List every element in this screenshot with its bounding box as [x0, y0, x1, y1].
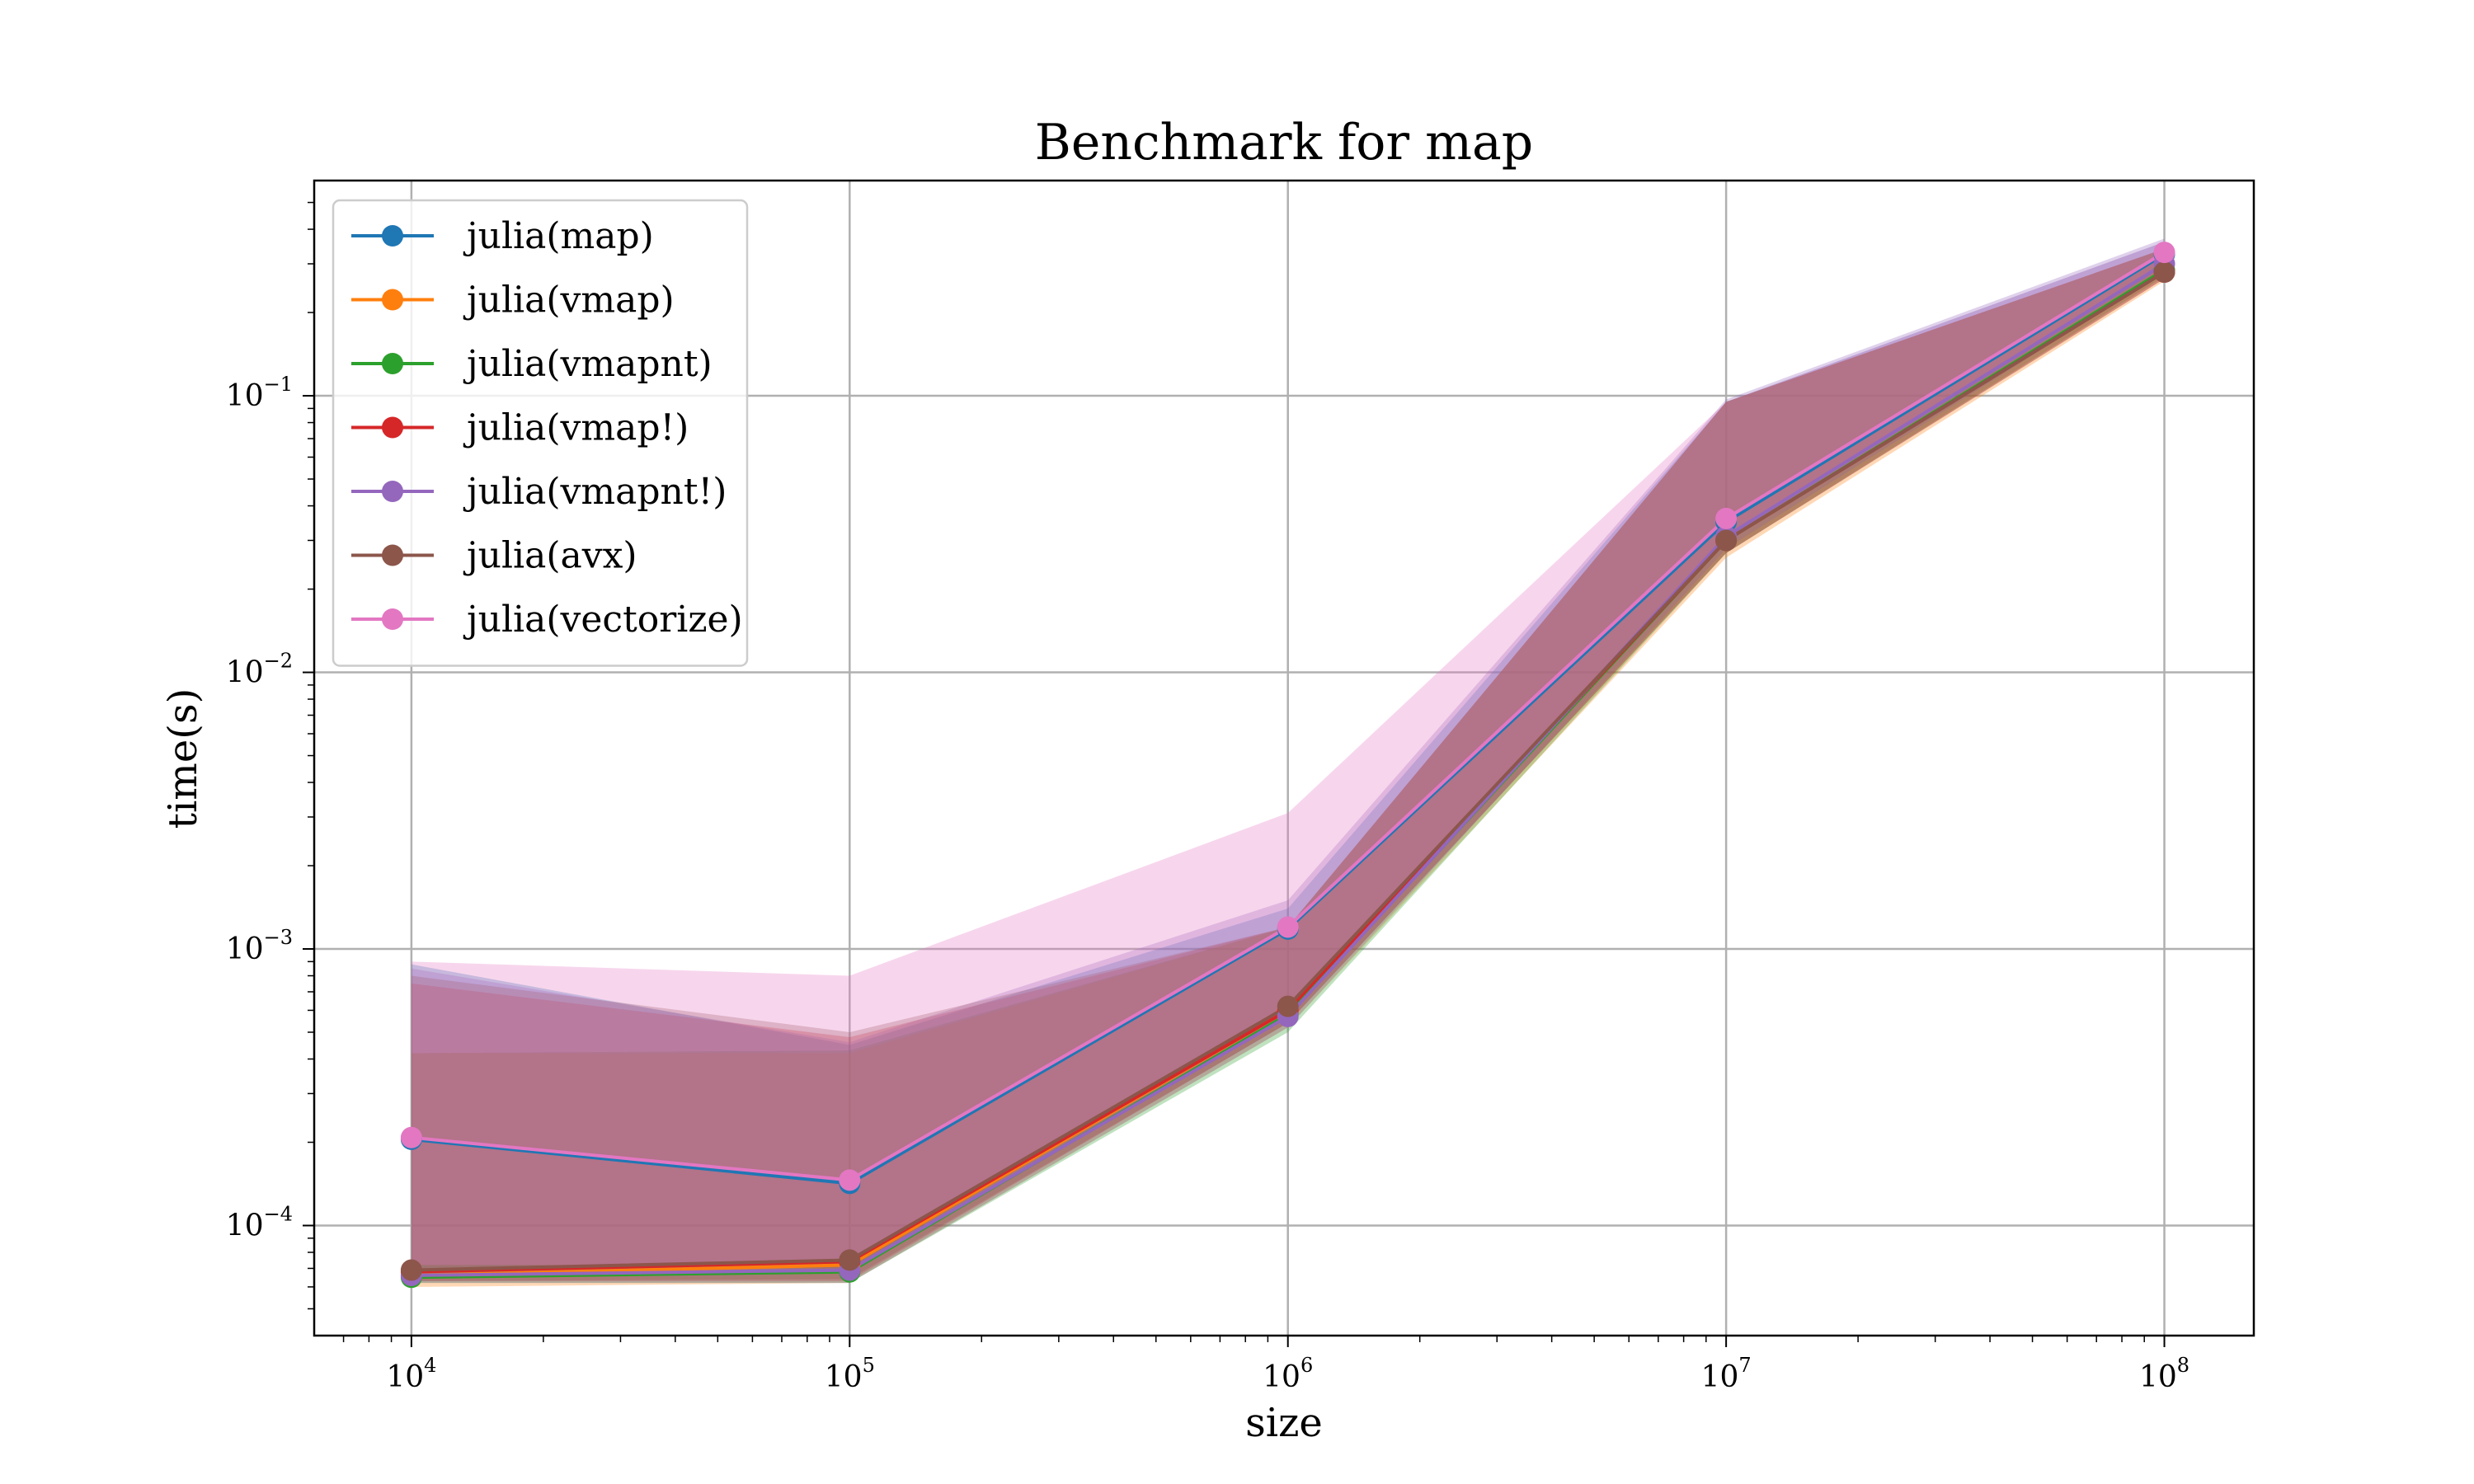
data-point — [1715, 507, 1738, 529]
y-tick-label: 10−4 — [226, 1202, 293, 1242]
legend-marker — [382, 608, 403, 630]
confidence-band — [411, 248, 2165, 1284]
legend-label: julia(vmapnt!) — [463, 471, 727, 513]
y-tick-label: 10−3 — [226, 926, 293, 966]
y-axis-label: time(s) — [160, 688, 206, 829]
series-markers — [400, 242, 2175, 1289]
x-tick-label: 108 — [2139, 1354, 2189, 1394]
data-point — [839, 1169, 861, 1191]
legend-marker — [382, 225, 403, 247]
plot-frame — [313, 179, 2255, 1337]
x-axis-label: size — [1245, 1400, 1323, 1446]
legend-marker — [382, 416, 403, 439]
confidence-band — [411, 248, 2165, 1281]
confidence-band — [411, 248, 2165, 1281]
x-tick-label: 106 — [1263, 1354, 1313, 1394]
data-point — [1715, 529, 1738, 552]
x-tick-label: 105 — [825, 1354, 875, 1394]
legend-marker — [382, 353, 403, 374]
data-point — [1277, 995, 1299, 1017]
x-tick-label: 107 — [1701, 1354, 1752, 1394]
data-point — [400, 1259, 422, 1281]
legend-label: julia(avx) — [463, 535, 637, 577]
legend-label: julia(vmapnt) — [463, 343, 713, 385]
x-axis-ticks: 104 105 106 107 108 — [342, 1336, 2189, 1394]
legend: julia(map) julia(vmap) julia(vmapnt) julia(… — [332, 199, 749, 667]
data-point — [1277, 916, 1299, 938]
data-point — [839, 1249, 861, 1271]
legend-label: julia(vectorize) — [463, 599, 743, 641]
legend-marker — [382, 481, 403, 502]
y-tick-label: 10−2 — [226, 650, 293, 690]
confidence-band — [411, 242, 2165, 1269]
y-axis-ticks: 10−4 10−3 10−2 10−1 — [226, 201, 314, 1310]
confidence-band — [411, 238, 2165, 1284]
data-point — [2153, 261, 2175, 284]
confidence-band — [411, 242, 2165, 1266]
y-tick-label: 10−1 — [226, 373, 293, 413]
data-point — [2153, 242, 2175, 264]
legend-label: julia(vmap!) — [463, 407, 689, 449]
legend-box — [332, 199, 749, 667]
legend-label: julia(vmap) — [463, 279, 675, 322]
legend-marker — [382, 289, 403, 311]
data-point — [400, 1126, 422, 1148]
legend-label: julia(map) — [463, 215, 654, 257]
chart-title: Benchmark for map — [1035, 114, 1533, 171]
x-tick-label: 104 — [386, 1354, 436, 1394]
legend-marker — [382, 544, 403, 566]
